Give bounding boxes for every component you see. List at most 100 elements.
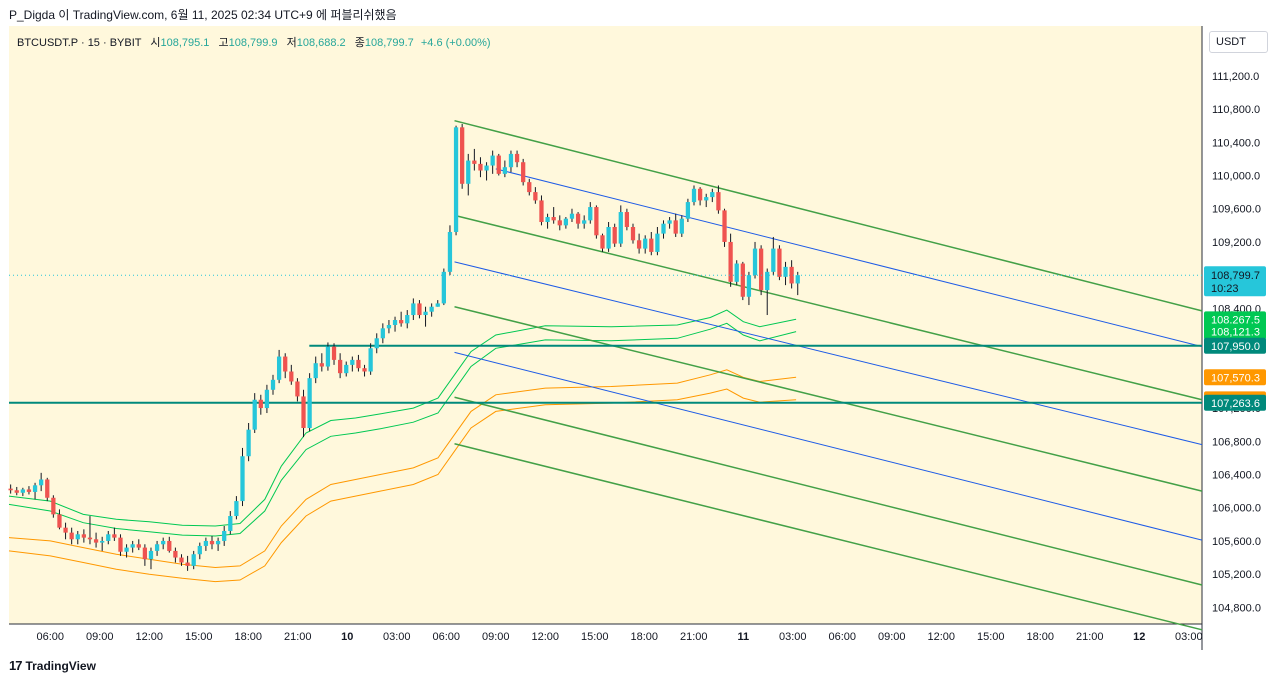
channel-line-green bbox=[454, 214, 1203, 401]
candle-up bbox=[502, 167, 508, 174]
price-badge-label: 108,121.3 bbox=[1211, 327, 1260, 339]
candle-up bbox=[106, 534, 111, 541]
time-tick-label: 18:00 bbox=[234, 631, 262, 643]
candle-up bbox=[148, 550, 154, 560]
candle-down bbox=[514, 153, 520, 163]
price-badge bbox=[1204, 394, 1266, 411]
candle-up bbox=[582, 220, 587, 224]
band-line-orange bbox=[8, 388, 797, 583]
candle-down bbox=[600, 235, 605, 249]
currency-button[interactable]: USDT bbox=[1209, 31, 1268, 53]
candle-down bbox=[722, 210, 727, 242]
candle-up bbox=[20, 489, 25, 493]
price-badge bbox=[1204, 337, 1266, 354]
candle-up bbox=[441, 271, 446, 304]
candle-down bbox=[118, 537, 123, 552]
time-tick-label: 15:00 bbox=[581, 631, 609, 643]
candle-up bbox=[447, 231, 453, 272]
channel-line-green bbox=[454, 396, 1203, 586]
time-tick-label: 06:00 bbox=[433, 631, 461, 643]
candle-up bbox=[380, 328, 385, 339]
low-label: 저 bbox=[286, 37, 297, 49]
time-tick-label: 09:00 bbox=[878, 631, 906, 643]
plot-background bbox=[9, 26, 1202, 624]
candle-up bbox=[643, 238, 648, 249]
candle-up bbox=[32, 485, 38, 492]
candle-down bbox=[697, 188, 703, 201]
price-tick-label: 109,600.0 bbox=[1212, 204, 1261, 216]
candle-down bbox=[81, 534, 87, 538]
candle-down bbox=[594, 207, 599, 236]
band-line-orange bbox=[8, 369, 797, 569]
candle-up bbox=[75, 534, 80, 540]
publish-info: P_Digda 이 TradingView.com, 6월 11, 2025 0… bbox=[9, 8, 397, 22]
time-tick-label: 21:00 bbox=[284, 631, 312, 643]
candle-up bbox=[203, 540, 209, 546]
price-tick-label: 109,200.0 bbox=[1212, 237, 1261, 249]
candle-up bbox=[386, 325, 392, 329]
candle-down bbox=[636, 240, 642, 249]
candle-up bbox=[222, 530, 227, 541]
candle-up bbox=[313, 363, 318, 379]
price-chart[interactable]: 111,600.0111,200.0110,800.0110,400.0110,… bbox=[0, 26, 1280, 650]
candle-down bbox=[460, 127, 465, 184]
candle-down bbox=[167, 540, 172, 551]
candle-down bbox=[173, 550, 178, 558]
time-tick-label: 12:00 bbox=[928, 631, 956, 643]
current-price-badge bbox=[1204, 266, 1266, 297]
low-value: 108,688.2 bbox=[296, 37, 346, 49]
candle-up bbox=[710, 192, 715, 198]
candle-up bbox=[124, 547, 129, 552]
time-tick-label: 18:00 bbox=[1027, 631, 1055, 643]
candle-down bbox=[301, 396, 306, 428]
candle-up bbox=[429, 306, 434, 312]
candle-down bbox=[624, 212, 630, 227]
candle-down bbox=[69, 532, 74, 540]
chart-area[interactable]: 111,600.0111,200.0110,800.0110,400.0110,… bbox=[0, 26, 1280, 650]
candle-down bbox=[575, 213, 581, 224]
price-badge bbox=[1204, 323, 1266, 340]
candle-down bbox=[728, 241, 733, 282]
time-tick-label: 21:00 bbox=[1076, 631, 1104, 643]
time-tick-label: 11 bbox=[737, 631, 749, 643]
price-tick-label: 111,200.0 bbox=[1212, 71, 1259, 83]
candle-down bbox=[673, 220, 678, 234]
time-tick-label: 12:00 bbox=[135, 631, 163, 643]
candle-up bbox=[264, 389, 270, 409]
candle-down bbox=[209, 540, 215, 545]
candle-down bbox=[57, 514, 62, 528]
candle-up bbox=[679, 218, 684, 234]
candle-up bbox=[667, 220, 672, 224]
candle-down bbox=[45, 479, 50, 498]
candle-up bbox=[746, 275, 752, 297]
candle-down bbox=[8, 488, 13, 491]
candle-up bbox=[325, 346, 331, 367]
candle-up bbox=[691, 188, 697, 203]
candle-down bbox=[496, 155, 501, 174]
candle-up bbox=[435, 303, 440, 307]
candle-down bbox=[258, 399, 263, 409]
candle-up bbox=[783, 266, 788, 277]
candle-up bbox=[100, 540, 105, 543]
symbol-name[interactable]: BTCUSDT.P · 15 · BYBIT bbox=[17, 37, 142, 49]
candle-up bbox=[246, 429, 251, 457]
candle-up bbox=[130, 544, 135, 548]
open-label: 시 bbox=[150, 37, 161, 49]
price-badge-label: 107,570.3 bbox=[1211, 372, 1260, 384]
channel-line-green bbox=[454, 443, 1203, 631]
candle-up bbox=[191, 554, 196, 566]
candle-down bbox=[142, 547, 148, 560]
candle-down bbox=[716, 192, 721, 211]
candle-up bbox=[490, 155, 495, 166]
time-tick-label: 12:00 bbox=[532, 631, 560, 643]
tradingview-logo[interactable]: 17 TradingView bbox=[9, 658, 96, 673]
band-line-green bbox=[8, 322, 797, 537]
candle-down bbox=[527, 182, 532, 193]
candle-up bbox=[655, 233, 660, 252]
symbol-legend: BTCUSDT.P · 15 · BYBIT 시108,795.1 고108,7… bbox=[17, 34, 491, 50]
candle-up bbox=[661, 223, 666, 234]
candle-up bbox=[588, 207, 593, 221]
footer: 17 TradingView bbox=[0, 650, 1280, 682]
candle-up bbox=[368, 348, 373, 372]
candle-up bbox=[228, 516, 233, 531]
